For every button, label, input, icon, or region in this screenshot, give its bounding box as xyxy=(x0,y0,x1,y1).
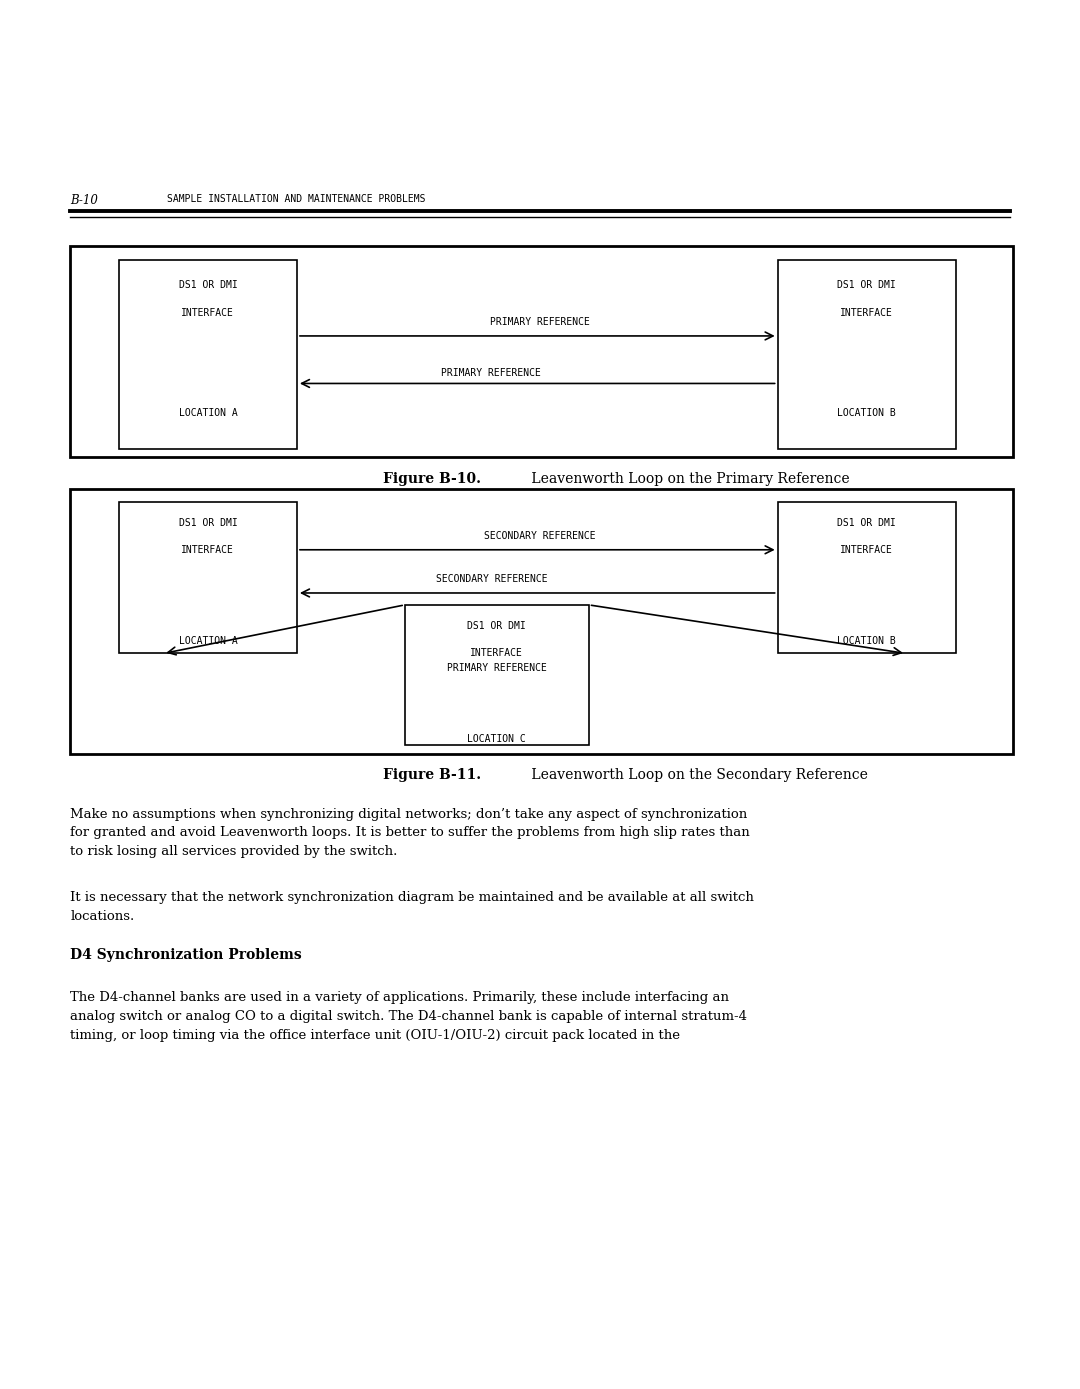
Text: Leavenworth Loop on the Primary Reference: Leavenworth Loop on the Primary Referenc… xyxy=(527,472,850,486)
Text: PRIMARY REFERENCE: PRIMARY REFERENCE xyxy=(447,663,546,672)
Bar xyxy=(119,503,297,653)
Text: Make no assumptions when synchronizing digital networks; don’t take any aspect o: Make no assumptions when synchronizing d… xyxy=(70,808,750,858)
Text: It is necessary that the network synchronization diagram be maintained and be av: It is necessary that the network synchro… xyxy=(70,892,754,922)
Text: LOCATION A: LOCATION A xyxy=(178,408,238,418)
Bar xyxy=(70,246,1013,457)
Bar xyxy=(119,260,297,449)
Text: LOCATION B: LOCATION B xyxy=(837,636,896,646)
Text: D4 Synchronization Problems: D4 Synchronization Problems xyxy=(70,949,302,963)
Text: The D4-channel banks are used in a variety of applications. Primarily, these inc: The D4-channel banks are used in a varie… xyxy=(70,992,747,1042)
Text: LOCATION C: LOCATION C xyxy=(468,735,526,745)
Text: SAMPLE INSTALLATION AND MAINTENANCE PROBLEMS: SAMPLE INSTALLATION AND MAINTENANCE PROB… xyxy=(167,194,426,204)
Text: LOCATION A: LOCATION A xyxy=(178,636,238,646)
Text: B-10: B-10 xyxy=(70,194,98,207)
Text: Figure B-11.: Figure B-11. xyxy=(383,768,482,782)
Text: INTERFACE: INTERFACE xyxy=(471,649,523,658)
Text: INTERFACE: INTERFACE xyxy=(181,546,234,556)
Text: INTERFACE: INTERFACE xyxy=(181,308,234,318)
Text: INTERFACE: INTERFACE xyxy=(840,308,893,318)
Text: DS1 OR DMI: DS1 OR DMI xyxy=(178,279,238,290)
Text: DS1 OR DMI: DS1 OR DMI xyxy=(837,279,896,290)
Bar xyxy=(70,489,1013,754)
Bar xyxy=(405,604,589,746)
Text: PRIMARY REFERENCE: PRIMARY REFERENCE xyxy=(442,368,541,378)
Text: Leavenworth Loop on the Secondary Reference: Leavenworth Loop on the Secondary Refere… xyxy=(527,768,868,782)
Bar xyxy=(778,260,956,449)
Text: Figure B-10.: Figure B-10. xyxy=(383,472,482,486)
Text: DS1 OR DMI: DS1 OR DMI xyxy=(468,621,526,631)
Text: DS1 OR DMI: DS1 OR DMI xyxy=(837,518,896,528)
Text: PRIMARY REFERENCE: PRIMARY REFERENCE xyxy=(490,317,590,328)
Bar xyxy=(778,503,956,653)
Text: LOCATION B: LOCATION B xyxy=(837,408,896,418)
Text: INTERFACE: INTERFACE xyxy=(840,546,893,556)
Text: SECONDARY REFERENCE: SECONDARY REFERENCE xyxy=(484,531,596,542)
Text: DS1 OR DMI: DS1 OR DMI xyxy=(178,518,238,528)
Text: SECONDARY REFERENCE: SECONDARY REFERENCE xyxy=(435,574,548,585)
